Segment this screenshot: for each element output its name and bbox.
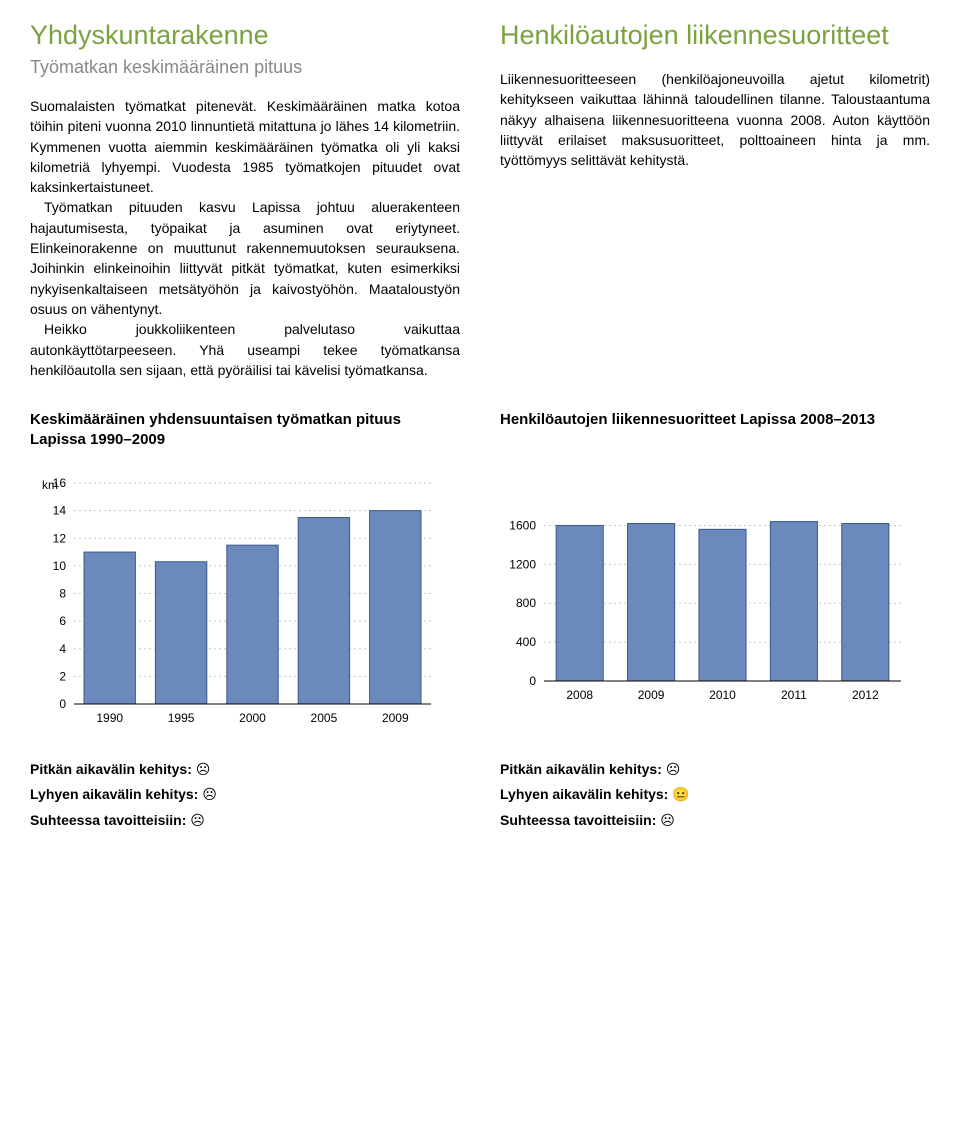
svg-text:2000: 2000 bbox=[239, 711, 266, 725]
footer-l3: Suhteessa tavoitteisiin: ☹ bbox=[30, 808, 460, 833]
para-1: Suomalaisten työmatkat pitenevät. Keskim… bbox=[30, 98, 460, 195]
svg-text:2005: 2005 bbox=[311, 711, 338, 725]
svg-text:0: 0 bbox=[529, 674, 536, 688]
right-title: Henkilöautojen liikennesuoritteet bbox=[500, 20, 930, 51]
footer-r2: Lyhyen aikavälin kehitys: 😐 bbox=[500, 782, 930, 807]
para-r1: Liikennesuoritteeseen (henkilöajoneuvoil… bbox=[500, 71, 930, 168]
svg-text:800: 800 bbox=[516, 596, 536, 610]
svg-text:km: km bbox=[42, 478, 58, 492]
svg-text:12: 12 bbox=[53, 531, 67, 545]
svg-text:2011: 2011 bbox=[781, 688, 807, 702]
footer-l1: Pitkän aikavälin kehitys: ☹ bbox=[30, 757, 460, 782]
para-2: Työmatkan pituuden kasvu Lapissa johtuu … bbox=[30, 197, 460, 319]
footer-row: Pitkän aikavälin kehitys: ☹ Lyhyen aikav… bbox=[30, 757, 930, 833]
chart1-title: Keskimääräinen yhdensuuntaisen työmatkan… bbox=[30, 410, 460, 449]
svg-text:2008: 2008 bbox=[566, 688, 593, 702]
charts-row: Keskimääräinen yhdensuuntaisen työmatkan… bbox=[30, 410, 930, 735]
right-column: Henkilöautojen liikennesuoritteet Liiken… bbox=[500, 20, 930, 380]
svg-text:8: 8 bbox=[59, 587, 66, 601]
chart1: 0246810121416km19901995200020052009 bbox=[30, 465, 460, 735]
svg-text:2: 2 bbox=[59, 670, 66, 684]
subtitle: Työmatkan keskimääräinen pituus bbox=[30, 57, 460, 78]
chart2-title: Henkilöautojen liikennesuoritteet Lapiss… bbox=[500, 410, 930, 430]
svg-text:1200: 1200 bbox=[509, 557, 536, 571]
svg-text:4: 4 bbox=[59, 642, 66, 656]
svg-text:10: 10 bbox=[53, 559, 67, 573]
svg-text:1600: 1600 bbox=[509, 518, 536, 532]
svg-text:14: 14 bbox=[53, 504, 67, 518]
svg-text:400: 400 bbox=[516, 635, 536, 649]
footer-left: Pitkän aikavälin kehitys: ☹ Lyhyen aikav… bbox=[30, 757, 460, 833]
svg-text:6: 6 bbox=[59, 614, 66, 628]
chart1-block: Keskimääräinen yhdensuuntaisen työmatkan… bbox=[30, 410, 460, 735]
svg-text:2012: 2012 bbox=[852, 688, 879, 702]
left-column: Yhdyskuntarakenne Työmatkan keskimääräin… bbox=[30, 20, 460, 380]
footer-right: Pitkän aikavälin kehitys: ☹ Lyhyen aikav… bbox=[500, 757, 930, 833]
footer-r1: Pitkän aikavälin kehitys: ☹ bbox=[500, 757, 930, 782]
left-body: Suomalaisten työmatkat pitenevät. Keskim… bbox=[30, 96, 460, 380]
footer-r3: Suhteessa tavoitteisiin: ☹ bbox=[500, 808, 930, 833]
right-body: Liikennesuoritteeseen (henkilöajoneuvoil… bbox=[500, 69, 930, 170]
chart2: 0 400 800 1200 1600 2008 2009 2010 2011 2012 bbox=[500, 500, 930, 712]
svg-text:2010: 2010 bbox=[709, 688, 736, 702]
svg-text:2009: 2009 bbox=[638, 688, 665, 702]
para-3: Heikko joukkoliikenteen palvelutaso vaik… bbox=[30, 319, 460, 380]
svg-text:2009: 2009 bbox=[382, 711, 409, 725]
svg-text:0: 0 bbox=[59, 697, 66, 711]
svg-text:1990: 1990 bbox=[96, 711, 123, 725]
svg-text:1995: 1995 bbox=[168, 711, 195, 725]
footer-l2: Lyhyen aikavälin kehitys: ☹ bbox=[30, 782, 460, 807]
chart2-block: Henkilöautojen liikennesuoritteet Lapiss… bbox=[500, 410, 930, 735]
main-title: Yhdyskuntarakenne bbox=[30, 20, 460, 51]
